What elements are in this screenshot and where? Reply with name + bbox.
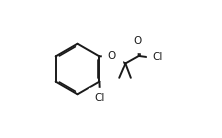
Text: O: O xyxy=(108,51,116,61)
Text: Cl: Cl xyxy=(153,52,163,62)
Text: O: O xyxy=(134,36,142,46)
Text: Cl: Cl xyxy=(95,93,105,103)
